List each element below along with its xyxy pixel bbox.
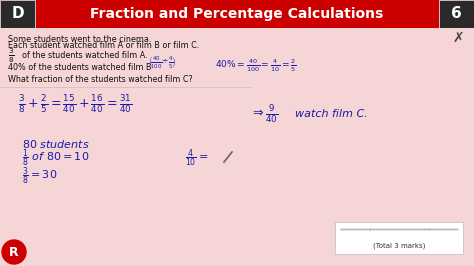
Bar (439, 0, 474, 28)
Circle shape (2, 240, 26, 264)
Text: 6: 6 (451, 6, 462, 22)
Text: 40% of the students watched film B: 40% of the students watched film B (8, 64, 152, 73)
Bar (0, 28, 474, 266)
Text: What fraction of the students watched film C?: What fraction of the students watched fi… (8, 76, 193, 85)
Text: $\frac{3}{8}+\frac{2}{5}=\frac{15}{40}+\frac{16}{40}=\frac{31}{40}$: $\frac{3}{8}+\frac{2}{5}=\frac{15}{40}+\… (18, 93, 132, 115)
Text: of the students watched film A.: of the students watched film A. (22, 52, 147, 60)
Text: Each student watched film A or film B or film C.: Each student watched film A or film B or… (8, 41, 199, 51)
Text: $\frac{3}{8}=30$: $\frac{3}{8}=30$ (22, 165, 57, 187)
Text: $\frac{4}{10}=$: $\frac{4}{10}=$ (185, 147, 209, 169)
Text: watch film C.: watch film C. (295, 109, 368, 119)
Text: $\frac{1}{8}$ of $80=10$: $\frac{1}{8}$ of $80=10$ (22, 147, 89, 169)
Text: $40\%=\frac{40}{100}=\frac{4}{10}=\frac{2}{5}$: $40\%=\frac{40}{100}=\frac{4}{10}=\frac{… (215, 58, 296, 74)
Text: $\frac{3}{8}$: $\frac{3}{8}$ (8, 47, 15, 65)
Text: ✗: ✗ (452, 31, 464, 45)
Bar (0, 0, 474, 28)
Text: $80$ students: $80$ students (22, 138, 90, 150)
Text: (Total 3 marks): (Total 3 marks) (373, 243, 425, 249)
Text: $\Rightarrow\frac{9}{40}$: $\Rightarrow\frac{9}{40}$ (250, 103, 279, 125)
Bar (0, 0, 35, 28)
Text: Some students went to the cinema.: Some students went to the cinema. (8, 35, 151, 44)
Text: R: R (9, 246, 19, 259)
Bar (335, 222, 463, 254)
Text: $\left(\!\frac{40}{100}\!\div\!\frac{4}{5}\!\right)$: $\left(\!\frac{40}{100}\!\div\!\frac{4}{… (148, 55, 176, 71)
Text: Fraction and Percentage Calculations: Fraction and Percentage Calculations (91, 7, 383, 21)
Text: D: D (11, 6, 24, 22)
